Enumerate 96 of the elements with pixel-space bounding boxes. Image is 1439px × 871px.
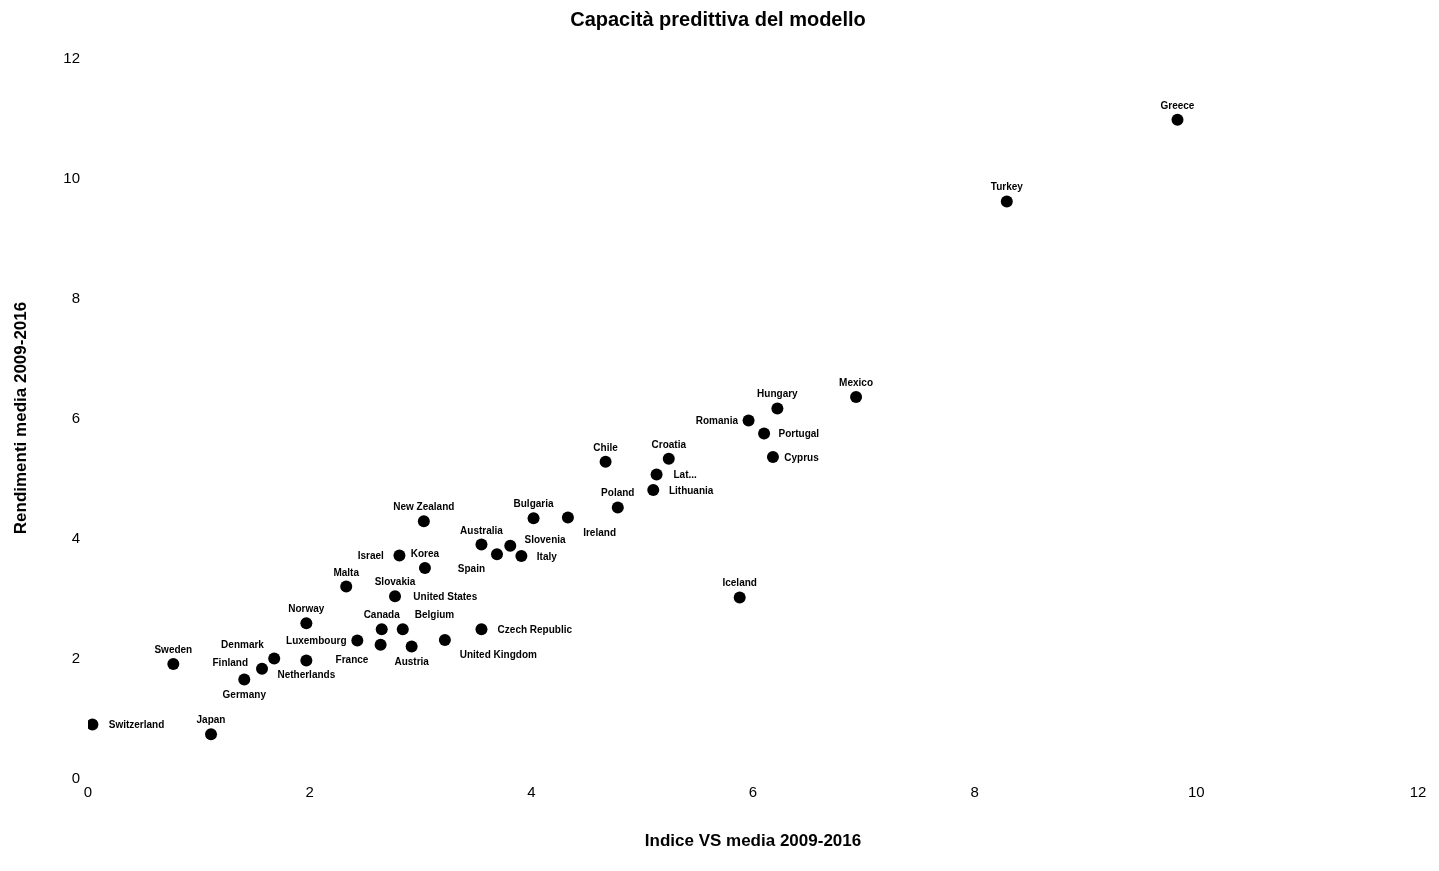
point: [758, 427, 771, 440]
annotation: Norway: [288, 603, 325, 615]
point: [475, 538, 488, 551]
x-tick-label: 12: [1409, 782, 1427, 800]
point: [268, 652, 281, 665]
point: [405, 640, 418, 653]
x-tick-label: 2: [305, 782, 314, 800]
point: [850, 391, 863, 403]
annotation: Chile: [593, 441, 619, 453]
point: [1171, 113, 1184, 126]
annotation: Bulgaria: [513, 498, 554, 510]
point: [88, 718, 99, 731]
point: [418, 562, 431, 574]
annotation: United Kingdom: [459, 649, 537, 660]
x-tick-label: 0: [83, 782, 93, 800]
point: [504, 539, 517, 552]
annotation: Italy: [536, 550, 558, 562]
x-tick-label: 10: [1187, 782, 1205, 800]
y-tick-label: 8: [71, 289, 80, 307]
point: [438, 634, 451, 646]
annotation: Malta: [333, 566, 360, 578]
annotation: Ireland: [583, 526, 617, 538]
point: [599, 455, 612, 468]
point: [417, 515, 430, 528]
point: [205, 728, 218, 741]
annotation: Hungary: [757, 388, 799, 400]
y-axis-title: Rendimenti media 2009-2016: [11, 301, 31, 535]
annotation: Spain: [457, 563, 486, 575]
point: [167, 658, 180, 670]
annotation: Finland: [212, 656, 249, 668]
point: [561, 511, 574, 524]
annotation: Japan: [196, 714, 226, 726]
annotation: Poland: [601, 487, 635, 499]
annotation: Slovakia: [374, 576, 416, 588]
y-tick-label: 4: [71, 529, 80, 547]
annotation: Cyprus: [784, 451, 820, 463]
y-tick-label: 12: [63, 49, 80, 67]
point: [389, 590, 402, 603]
point: [771, 402, 784, 415]
annotation: Luxembourg: [286, 635, 347, 647]
point: [256, 662, 269, 675]
annotation: Belgium: [414, 609, 455, 621]
annotation: Canada: [363, 609, 401, 621]
point: [475, 623, 488, 636]
y-tick-label: 0: [71, 769, 80, 787]
point: [650, 468, 663, 481]
annotation: Switzerland: [108, 719, 165, 731]
point: [490, 548, 503, 561]
point: [527, 512, 540, 525]
point: [733, 591, 746, 604]
point: [340, 580, 353, 593]
annotation: Czech Republic: [497, 623, 573, 635]
annotation: Austria: [394, 655, 430, 667]
annotation: Germany: [222, 688, 267, 700]
annotation: Iceland: [722, 577, 757, 589]
annotation: Sweden: [154, 644, 193, 655]
x-tick-label: 6: [748, 782, 758, 800]
point: [766, 451, 779, 463]
point: [393, 549, 406, 562]
annotation: Mexico: [839, 377, 874, 388]
annotation: France: [335, 653, 369, 665]
y-tick-label: 6: [71, 409, 80, 427]
annotation: Turkey: [990, 181, 1024, 193]
point: [238, 673, 251, 686]
point: [300, 654, 313, 667]
annotation: New Zealand: [393, 501, 455, 513]
chart-title: Capacità predittiva del modello: [569, 8, 867, 32]
point: [1000, 195, 1013, 208]
annotation: Denmark: [221, 638, 265, 650]
y-tick-label: 2: [71, 649, 80, 667]
point: [374, 638, 387, 651]
point: [396, 623, 409, 636]
annotation: Slovenia: [524, 533, 567, 545]
point: [351, 634, 364, 647]
annotation: Netherlands: [277, 669, 336, 681]
annotation: United States: [413, 590, 478, 602]
annotation: Lithuania: [668, 484, 714, 496]
point: [300, 617, 313, 630]
x-tick-label: 8: [970, 782, 979, 800]
point: [515, 550, 528, 562]
annotation: Portugal: [778, 428, 820, 440]
annotation: Israel: [357, 549, 385, 561]
point: [611, 501, 624, 514]
point: [742, 414, 755, 427]
annotation: Croatia: [651, 438, 687, 450]
annotation: Greece: [1160, 99, 1195, 111]
point: [647, 484, 660, 496]
annotation: Romania: [695, 414, 739, 426]
point: [662, 452, 675, 465]
point: [375, 623, 388, 636]
y-tick-label: 10: [63, 169, 80, 187]
annotation: Australia: [460, 524, 504, 536]
annotation: Korea: [410, 548, 440, 559]
x-tick-label: 4: [527, 782, 536, 800]
x-axis-title: Indice VS media 2009-2016: [644, 831, 862, 850]
annotation: Lat...: [673, 468, 698, 480]
